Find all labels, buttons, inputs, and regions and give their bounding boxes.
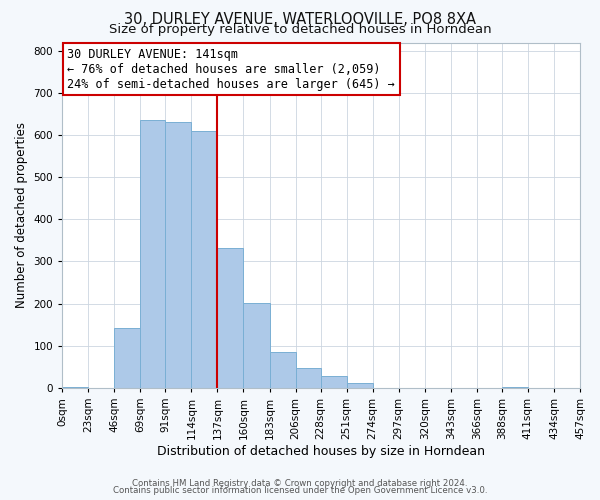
- Bar: [502, 387, 528, 388]
- Bar: [62, 386, 88, 388]
- Bar: [347, 382, 373, 388]
- Bar: [166, 122, 191, 388]
- Text: 30 DURLEY AVENUE: 141sqm
← 76% of detached houses are smaller (2,059)
24% of sem: 30 DURLEY AVENUE: 141sqm ← 76% of detach…: [67, 48, 395, 90]
- Bar: [269, 352, 296, 388]
- Bar: [115, 328, 140, 388]
- Bar: [140, 120, 166, 388]
- Y-axis label: Number of detached properties: Number of detached properties: [15, 122, 28, 308]
- Bar: [320, 376, 347, 388]
- Bar: [244, 303, 269, 388]
- Bar: [296, 368, 320, 388]
- Text: Contains HM Land Registry data © Crown copyright and database right 2024.: Contains HM Land Registry data © Crown c…: [132, 478, 468, 488]
- Text: Contains public sector information licensed under the Open Government Licence v3: Contains public sector information licen…: [113, 486, 487, 495]
- Bar: [191, 131, 217, 388]
- Bar: [217, 248, 244, 388]
- Text: Size of property relative to detached houses in Horndean: Size of property relative to detached ho…: [109, 22, 491, 36]
- Text: 30, DURLEY AVENUE, WATERLOOVILLE, PO8 8XA: 30, DURLEY AVENUE, WATERLOOVILLE, PO8 8X…: [124, 12, 476, 26]
- X-axis label: Distribution of detached houses by size in Horndean: Distribution of detached houses by size …: [157, 444, 485, 458]
